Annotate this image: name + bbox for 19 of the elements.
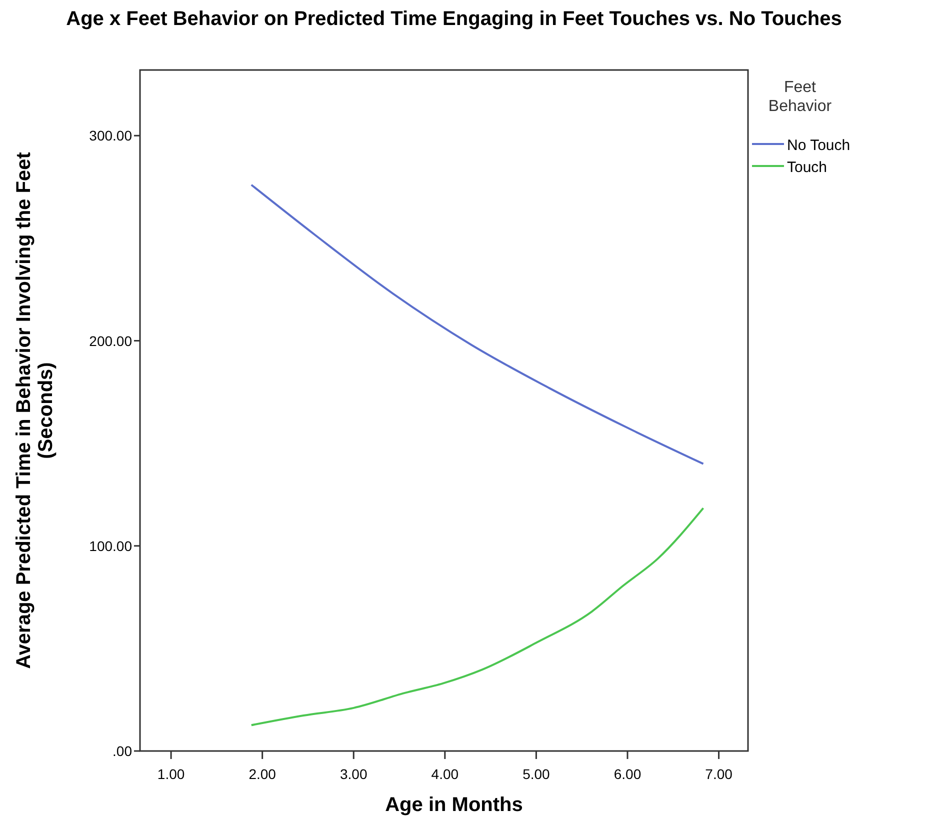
x-tick-label: 2.00 xyxy=(248,766,276,782)
y-tick-label: 300.00 xyxy=(89,128,132,144)
x-tick-label: 3.00 xyxy=(340,766,368,782)
line-series xyxy=(250,507,704,726)
legend-label: No Touch xyxy=(787,137,850,154)
x-tick-label: 5.00 xyxy=(522,766,550,782)
x-tick-label: 6.00 xyxy=(614,766,642,782)
x-tick-label: 7.00 xyxy=(705,766,733,782)
chart-title: Age x Feet Behavior on Predicted Time Engaging in Feet Touches vs. No Touches xyxy=(66,8,842,30)
x-tick-label: 1.00 xyxy=(157,766,185,782)
legend-label: Touch xyxy=(787,159,828,176)
legend-title: Feet Behavior xyxy=(768,79,832,115)
line-series xyxy=(250,184,704,465)
y-tick-label: 100.00 xyxy=(89,538,132,554)
x-tick-label: 4.00 xyxy=(431,766,459,782)
y-tick-label: 200.00 xyxy=(89,332,132,349)
y-axis-title: Average Predicted Time in Behavior Involving the Feet (Seconds) xyxy=(13,152,57,669)
y-tick-label: .00 xyxy=(112,743,132,759)
x-axis-title: Age in Months xyxy=(385,794,523,816)
